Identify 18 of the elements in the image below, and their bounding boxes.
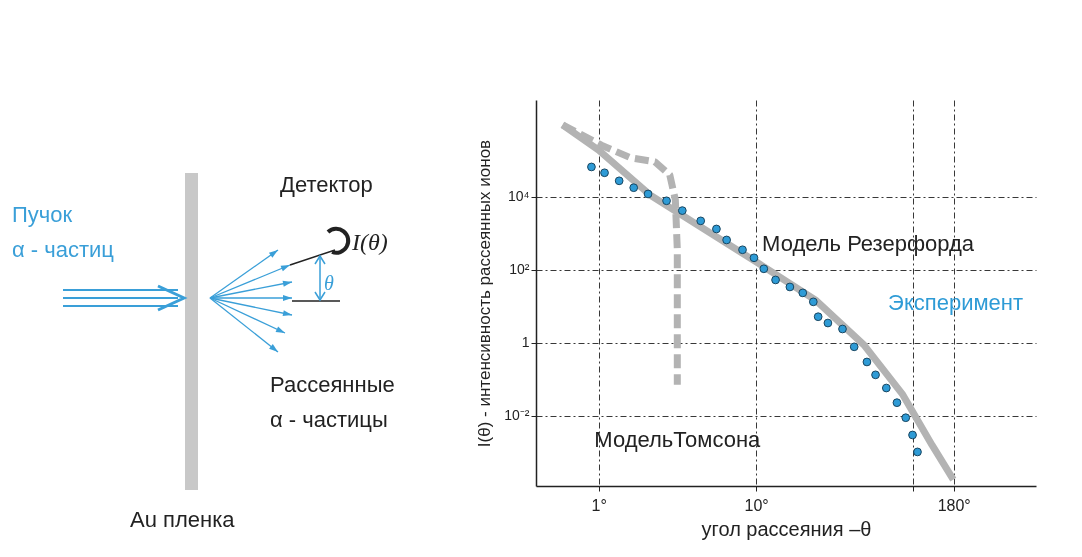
series-label: Модель Резерфорда	[762, 230, 975, 256]
text: Рассеянные α - частицы	[270, 372, 395, 433]
x-tick-label: 10°	[744, 496, 769, 514]
x-tick-label: 180°	[937, 496, 971, 514]
text: Пучок α - частиц	[12, 202, 115, 263]
y-tick-label: 10²	[509, 261, 530, 278]
x-tick-label: 1°	[591, 496, 607, 514]
text: МодельТомсона	[594, 426, 762, 452]
y-tick-label: 1	[521, 334, 530, 351]
y-tick-label: 10⁴	[507, 188, 530, 205]
x-axis-title: угол рассеяния –θ	[701, 517, 872, 540]
text: θ	[324, 272, 334, 294]
series-label: Эксперимент	[888, 289, 1024, 315]
text: I(θ)	[351, 229, 388, 255]
text: Au пленка	[130, 507, 236, 532]
y-tick-label: 10⁻²	[504, 407, 530, 424]
text: Детектор	[280, 172, 373, 197]
y-axis-title: I(θ) - интенсивность рассеянных ионов	[475, 139, 495, 448]
